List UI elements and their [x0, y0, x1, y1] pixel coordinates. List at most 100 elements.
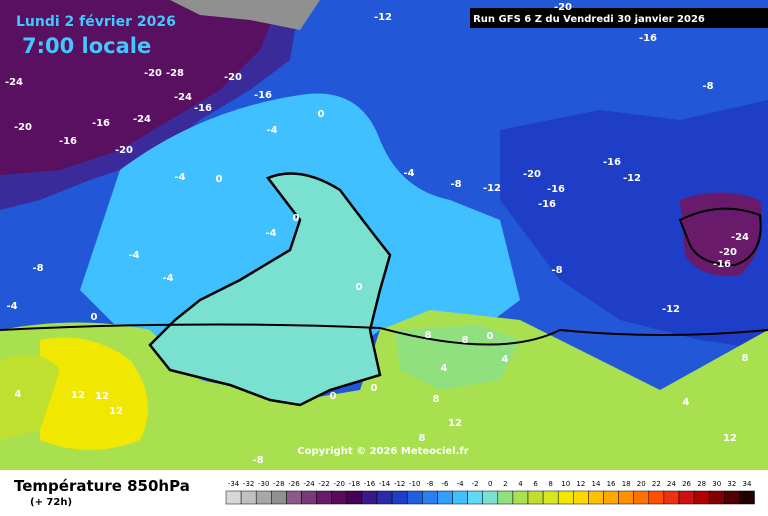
isotherm-label: -8 [252, 455, 263, 466]
legend-tick-label: -22 [318, 480, 329, 488]
legend-swatch [512, 490, 529, 505]
isotherm-loop [678, 207, 762, 267]
isotherm-label: 0 [91, 312, 98, 323]
isotherm-label: -20 [14, 122, 32, 133]
legend-swatch [618, 490, 634, 505]
legend-tick-label: -12 [394, 480, 405, 488]
legend-swatch [678, 490, 695, 505]
isotherm-label: -20 [224, 72, 242, 83]
legend-swatch [286, 490, 302, 505]
legend-tick-label: 26 [682, 480, 691, 488]
isotherm-label: -12 [483, 183, 501, 194]
isotherm-label: -4 [265, 228, 276, 239]
legend-swatch [467, 490, 483, 505]
isotherm-label: 8 [742, 353, 749, 364]
legend-swatch [542, 490, 559, 505]
legend-tick-label: 18 [622, 480, 631, 488]
isotherm-label: 12 [109, 406, 123, 417]
legend-tick-label: 0 [488, 480, 492, 488]
legend-tick-label: -2 [472, 480, 479, 488]
legend-swatch [739, 490, 755, 505]
isotherm-label: 4 [15, 389, 22, 400]
legend-tick-label: -26 [288, 480, 300, 488]
isotherm-label: 0 [356, 282, 363, 293]
isotherm-label: 0 [487, 331, 494, 342]
isotherm-label: -16 [713, 259, 731, 270]
legend-swatch [603, 490, 619, 505]
legend-tick-label: -28 [273, 480, 284, 488]
isotherm-label: 4 [441, 363, 448, 374]
continent-outline [148, 172, 392, 407]
isotherm-label: -8 [702, 81, 713, 92]
legend-swatch [316, 490, 332, 505]
legend-tick-label: 20 [637, 480, 646, 488]
cold-east [500, 100, 768, 350]
isotherm-label: 12 [71, 390, 85, 401]
legend-tick-label: 16 [607, 480, 616, 488]
isotherm-label: -24 [174, 92, 192, 103]
isotherm-label: -16 [92, 118, 110, 129]
legend-tick-label: -4 [457, 480, 465, 488]
isotherm-label: -4 [162, 273, 173, 284]
legend-swatch [482, 490, 499, 505]
isotherm-label: -4 [174, 172, 185, 183]
zero-isotherm [0, 323, 768, 346]
legend-tick-label: 2 [503, 480, 507, 488]
legend-tick-label: 6 [533, 480, 538, 488]
isotherm-label: -20 [115, 145, 133, 156]
legend-swatch [422, 490, 438, 505]
legend-swatch [693, 490, 710, 505]
isotherm-label: 8 [433, 394, 440, 405]
legend-tick-label: 24 [667, 480, 676, 488]
isotherm-label: -16 [538, 199, 556, 210]
warm-west [0, 354, 60, 440]
isotherm-label: -8 [32, 263, 43, 274]
legend-swatch [648, 490, 665, 505]
legend-tick-label: -24 [303, 480, 315, 488]
isotherm-label: -12 [623, 173, 641, 184]
legend-swatch [391, 490, 408, 505]
legend-tick-label: 10 [561, 480, 570, 488]
warm-south [0, 310, 768, 470]
legend-swatch [452, 490, 468, 505]
isotherm-label: -16 [254, 90, 272, 101]
legend-tick-label: -8 [426, 480, 433, 488]
isotherm-label: -12 [662, 304, 680, 315]
isotherm-label: 12 [95, 391, 109, 402]
isotherm-label: 0 [371, 383, 378, 394]
isotherm-label: -4 [403, 168, 414, 179]
isotherm-label: 12 [448, 418, 462, 429]
isotherm-label: 0 [330, 391, 337, 402]
legend-swatch [331, 490, 348, 505]
isotherm-label: -16 [194, 103, 212, 114]
legend-swatch [406, 490, 423, 505]
legend-swatch [724, 490, 740, 505]
legend-swatch [497, 490, 514, 505]
legend-tick-label: 34 [742, 480, 751, 488]
date: Lundi 2 février 2026 [16, 14, 176, 30]
legend-swatch [708, 490, 725, 505]
isotherm-label: -20 [523, 169, 541, 180]
isotherm-label: -4 [128, 250, 139, 261]
legend-tick-label: 22 [652, 480, 661, 488]
legend-tick-label: -14 [379, 480, 391, 488]
isotherm-label: 0 [216, 174, 223, 185]
legend-tick-label: -30 [258, 480, 269, 488]
isotherm-label: -8 [450, 179, 461, 190]
legend-tick-label: 12 [576, 480, 585, 488]
legend-swatch [557, 490, 574, 505]
isotherm-label: -20 [554, 2, 572, 13]
legend-tick-label: 28 [697, 480, 706, 488]
isotherm-label: -16 [547, 184, 565, 195]
legend-swatch [633, 490, 650, 505]
legend-swatch [437, 490, 453, 505]
legend-tick-label: 4 [518, 480, 523, 488]
legend-swatch [255, 490, 272, 505]
isotherm-label: 8 [425, 330, 432, 341]
run-box [470, 8, 768, 28]
footer-title: Température 850hPa [14, 477, 190, 495]
legend-tick-label: -6 [441, 480, 449, 488]
run-info: Run GFS 6 Z du Vendredi 30 janvier 2026 [473, 14, 705, 25]
